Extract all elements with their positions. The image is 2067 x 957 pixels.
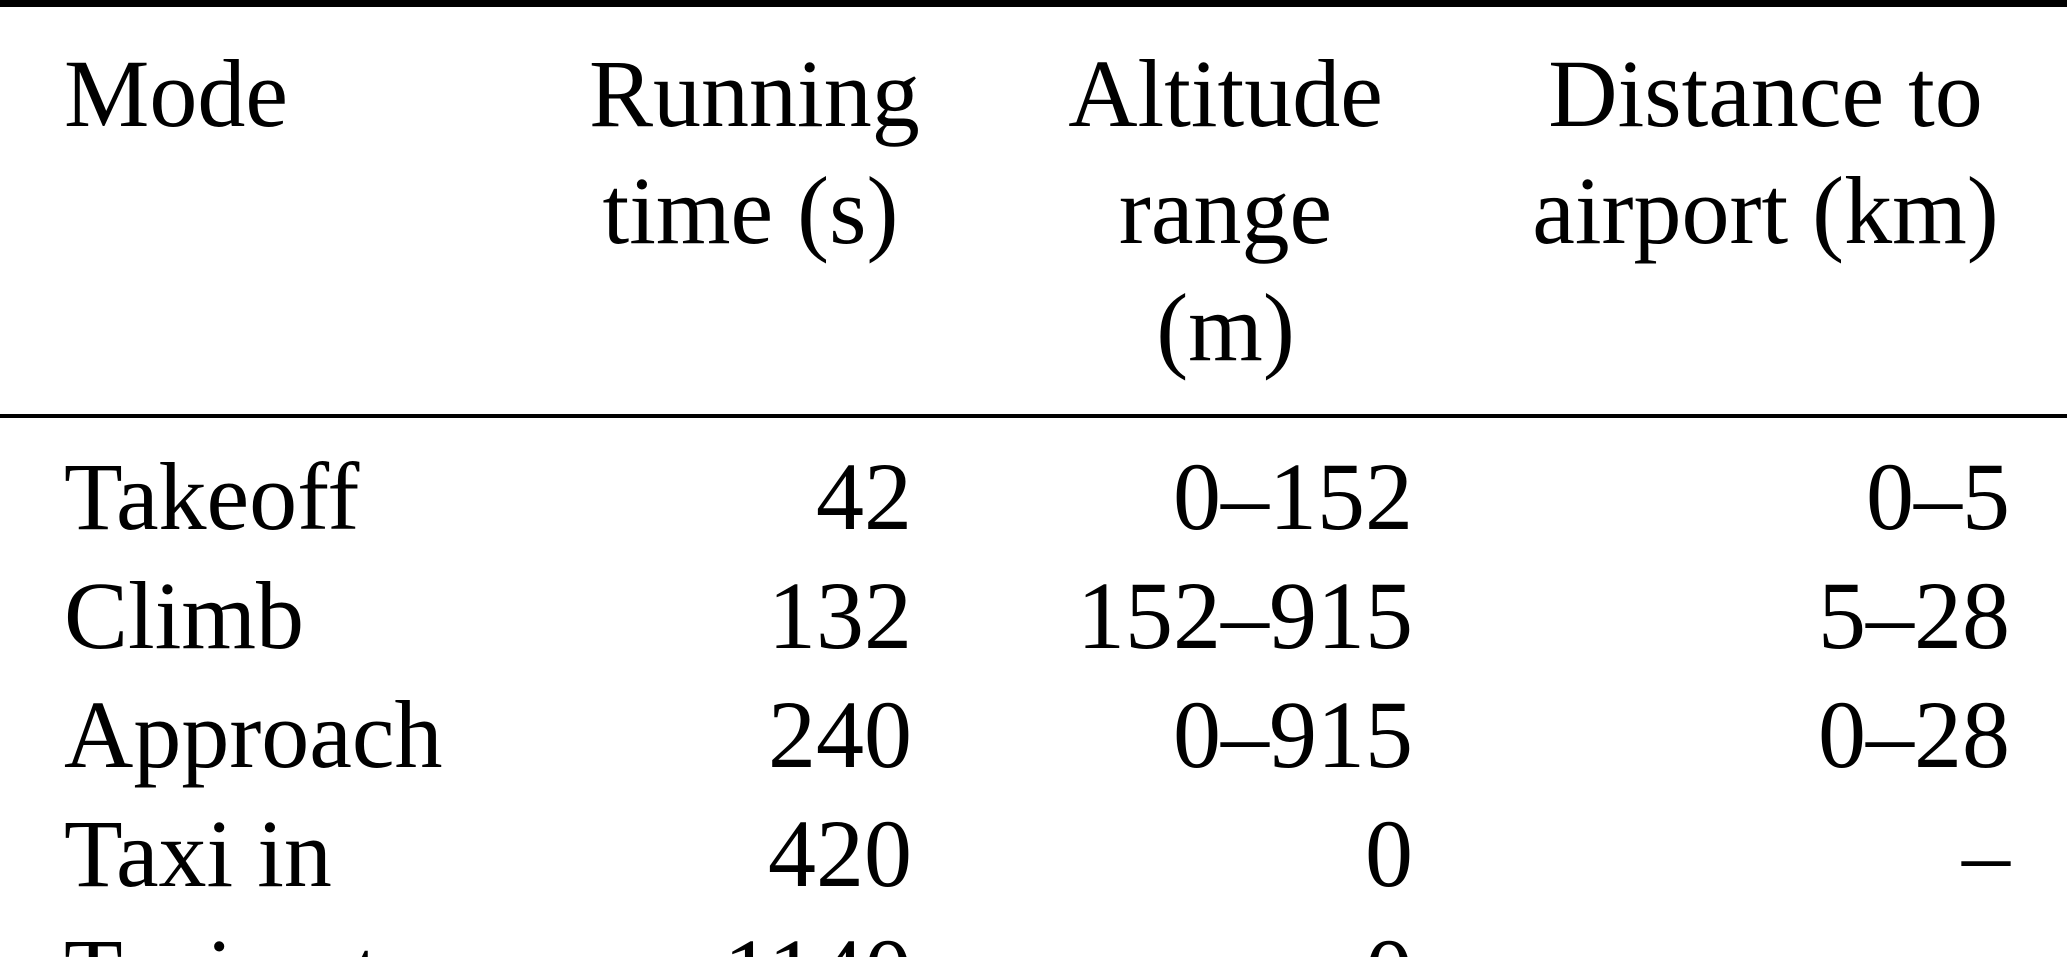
cell-time: 420	[768, 800, 912, 907]
header-altitude-range: Altitude range (m)	[1037, 3, 1520, 418]
table-body: Takeoff 42 0–152 0–5 Climb 132 152–915 5…	[0, 416, 2067, 957]
table-header: Mode Running time (s) Altitude range (m)…	[0, 3, 2067, 418]
cell-distance: 0–5	[1866, 443, 2010, 550]
cell-altitude: 0	[1365, 800, 1413, 907]
header-running-time: Running time (s)	[588, 3, 1037, 418]
header-distance-airport-line1: Distance to	[1548, 40, 1983, 147]
cell-altitude: 0	[1037, 913, 1520, 957]
header-distance-airport: Distance to airport (km)	[1520, 3, 2067, 418]
cell-altitude: 0–152	[1173, 443, 1413, 550]
table-row-approach: Approach 240 0–915 0–28	[0, 675, 2067, 794]
cell-mode: Approach	[64, 681, 443, 788]
cell-distance: –	[1520, 913, 2067, 957]
cell-distance: 0–28	[1818, 681, 2010, 788]
header-running-time-line1: Running	[589, 40, 920, 147]
header-altitude-range-line1: Altitude	[1068, 40, 1383, 147]
cell-time: 42	[816, 443, 912, 550]
cell-time: 132	[768, 562, 912, 669]
cell-mode: Taxi out	[0, 913, 588, 957]
cell-altitude: 0–915	[1173, 681, 1413, 788]
header-row: Mode Running time (s) Altitude range (m)…	[0, 3, 2067, 418]
header-mode: Mode	[0, 3, 588, 418]
cell-mode: Taxi in	[64, 800, 332, 907]
table-row-climb: Climb 132 152–915 5–28	[0, 556, 2067, 675]
cell-distance: 5–28	[1818, 562, 2010, 669]
table-row-takeoff: Takeoff 42 0–152 0–5	[0, 416, 2067, 556]
header-distance-airport-line2: airport (km)	[1532, 157, 1999, 264]
header-mode-line1: Mode	[64, 40, 288, 147]
cell-time: 240	[768, 681, 912, 788]
header-running-time-line2: time (s)	[602, 157, 899, 264]
header-altitude-range-line2: range (m)	[1118, 157, 1333, 381]
table-row-taxi-in: Taxi in 420 0 –	[0, 794, 2067, 913]
cell-distance: –	[1962, 800, 2010, 907]
table-row-taxi-out: Taxi out 1140 0 –	[0, 913, 2067, 957]
cell-mode: Climb	[64, 562, 305, 669]
cell-altitude: 152–915	[1077, 562, 1413, 669]
cell-mode: Takeoff	[64, 443, 360, 550]
cell-time: 1140	[588, 913, 1037, 957]
